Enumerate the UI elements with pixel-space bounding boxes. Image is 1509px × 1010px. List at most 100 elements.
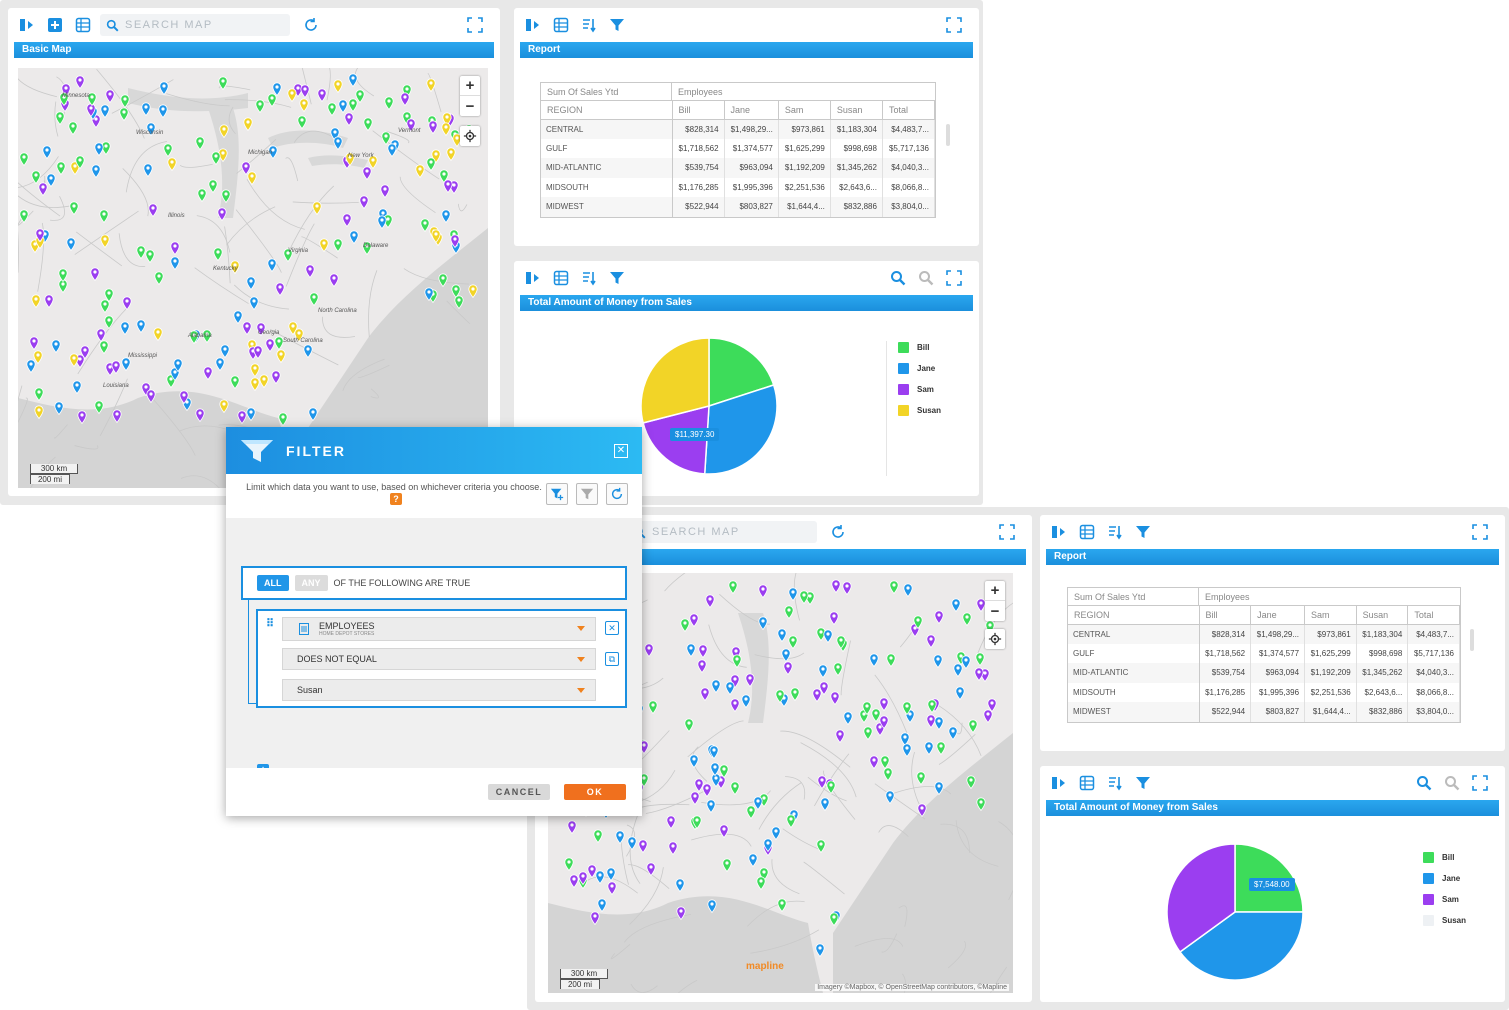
map-pin-icon[interactable] bbox=[34, 387, 44, 401]
map-pin-icon[interactable] bbox=[676, 906, 686, 920]
map-pin-icon[interactable] bbox=[208, 179, 218, 193]
map-pin-icon[interactable] bbox=[120, 321, 130, 335]
match-all-toggle[interactable]: ALL bbox=[257, 575, 289, 591]
column-header[interactable]: Sam bbox=[778, 101, 831, 120]
map-pin-icon[interactable] bbox=[836, 635, 846, 649]
map-pin-icon[interactable] bbox=[275, 282, 285, 296]
duplicate-condition-button[interactable]: ⧉ bbox=[605, 652, 619, 666]
map-pin-icon[interactable] bbox=[879, 715, 889, 729]
map-search-box[interactable] bbox=[100, 14, 290, 36]
map-pin-icon[interactable] bbox=[788, 635, 798, 649]
map-pin-icon[interactable] bbox=[790, 687, 800, 701]
map-pin-icon[interactable] bbox=[593, 829, 603, 843]
map-pin-icon[interactable] bbox=[933, 654, 943, 668]
map-pin-icon[interactable] bbox=[195, 136, 205, 150]
map-pin-icon[interactable] bbox=[817, 775, 827, 789]
map-pin-icon[interactable] bbox=[968, 719, 978, 733]
pie-slice-jane[interactable] bbox=[703, 384, 778, 475]
map-pin-icon[interactable] bbox=[606, 867, 616, 881]
map-pin-icon[interactable] bbox=[104, 315, 114, 329]
toggle-panel-button[interactable] bbox=[522, 267, 544, 289]
fullscreen-button[interactable] bbox=[943, 267, 965, 289]
column-header[interactable]: Sam bbox=[1304, 606, 1357, 625]
legend-item-susan[interactable]: Susan bbox=[1423, 910, 1466, 931]
map-pin-icon[interactable] bbox=[627, 836, 637, 850]
map-pin-icon[interactable] bbox=[146, 389, 156, 403]
map-pin-icon[interactable] bbox=[976, 797, 986, 811]
map-pin-icon[interactable] bbox=[44, 294, 54, 308]
map-pin-icon[interactable] bbox=[94, 142, 104, 156]
map-pin-icon[interactable] bbox=[26, 359, 36, 373]
map-pin-icon[interactable] bbox=[136, 319, 146, 333]
map-pin-icon[interactable] bbox=[333, 238, 343, 252]
map-pin-icon[interactable] bbox=[564, 857, 574, 871]
map-pin-icon[interactable] bbox=[799, 590, 809, 604]
map-pin-icon[interactable] bbox=[829, 912, 839, 926]
map-pin-icon[interactable] bbox=[886, 653, 896, 667]
map-pin-icon[interactable] bbox=[889, 580, 899, 594]
map-pin-icon[interactable] bbox=[355, 89, 365, 103]
filter-button[interactable] bbox=[1132, 772, 1154, 794]
map-pin-icon[interactable] bbox=[75, 155, 85, 169]
map-pin-icon[interactable] bbox=[159, 81, 169, 95]
close-button[interactable]: ✕ bbox=[614, 443, 628, 458]
map-pin-icon[interactable] bbox=[862, 701, 872, 715]
map-pin-icon[interactable] bbox=[686, 643, 696, 657]
map-pin-icon[interactable] bbox=[249, 296, 259, 310]
cancel-button[interactable]: CANCEL bbox=[488, 784, 550, 800]
map-search-input[interactable] bbox=[652, 526, 802, 538]
legend-item-jane[interactable]: Jane bbox=[898, 358, 941, 379]
map-pin-icon[interactable] bbox=[338, 99, 348, 113]
map-pin-icon[interactable] bbox=[438, 273, 448, 287]
reset-filter-button[interactable] bbox=[606, 483, 628, 505]
map-search-input[interactable] bbox=[125, 19, 275, 31]
toggle-panel-button[interactable] bbox=[1048, 772, 1070, 794]
map-pin-icon[interactable] bbox=[136, 245, 146, 259]
map-pin-icon[interactable] bbox=[278, 412, 288, 426]
map-pin-icon[interactable] bbox=[141, 102, 151, 116]
map-pin-icon[interactable] bbox=[153, 327, 163, 341]
map-pin-icon[interactable] bbox=[19, 209, 29, 223]
map-pin-icon[interactable] bbox=[668, 841, 678, 855]
map-pin-icon[interactable] bbox=[705, 594, 715, 608]
map-pin-icon[interactable] bbox=[77, 410, 87, 424]
map-pin-icon[interactable] bbox=[709, 745, 719, 759]
map-pin-icon[interactable] bbox=[987, 698, 997, 712]
locate-button[interactable] bbox=[460, 126, 480, 146]
map-pin-icon[interactable] bbox=[903, 583, 913, 597]
toggle-panel-button[interactable] bbox=[1048, 521, 1070, 543]
map-pin-icon[interactable] bbox=[91, 164, 101, 178]
map-pin-icon[interactable] bbox=[38, 182, 48, 196]
map-pin-icon[interactable] bbox=[741, 694, 751, 708]
map-pin-icon[interactable] bbox=[100, 234, 110, 248]
map-pin-icon[interactable] bbox=[267, 93, 277, 107]
zoom-out-button[interactable]: − bbox=[990, 602, 1000, 620]
map-pin-icon[interactable] bbox=[431, 229, 441, 243]
zoom-in-chart-button[interactable] bbox=[887, 267, 909, 289]
map-pin-icon[interactable] bbox=[400, 92, 410, 106]
map-pin-icon[interactable] bbox=[646, 862, 656, 876]
map-pin-icon[interactable] bbox=[927, 699, 937, 713]
sort-button[interactable] bbox=[1104, 521, 1126, 543]
map-pin-icon[interactable] bbox=[775, 689, 785, 703]
map-pin-icon[interactable] bbox=[211, 151, 221, 165]
add-filter-button[interactable] bbox=[546, 483, 568, 505]
map-pin-icon[interactable] bbox=[170, 256, 180, 270]
row-header[interactable]: REGION bbox=[1068, 606, 1200, 625]
column-header[interactable]: Susan bbox=[1356, 606, 1409, 625]
map-pin-icon[interactable] bbox=[250, 363, 260, 377]
map-pin-icon[interactable] bbox=[948, 726, 958, 740]
map-pin-icon[interactable] bbox=[359, 195, 369, 209]
map-pin-icon[interactable] bbox=[833, 662, 843, 676]
map-pin-icon[interactable] bbox=[675, 878, 685, 892]
map-pin-icon[interactable] bbox=[308, 407, 318, 421]
add-data-button[interactable] bbox=[44, 14, 66, 36]
map-pin-icon[interactable] bbox=[732, 654, 742, 668]
map-pin-icon[interactable] bbox=[730, 698, 740, 712]
map-pin-icon[interactable] bbox=[924, 741, 934, 755]
column-header[interactable]: Susan bbox=[830, 101, 883, 120]
map-pin-icon[interactable] bbox=[934, 781, 944, 795]
map-pin-icon[interactable] bbox=[885, 790, 895, 804]
map-pin-icon[interactable] bbox=[253, 345, 263, 359]
fullscreen-button[interactable] bbox=[996, 521, 1018, 543]
